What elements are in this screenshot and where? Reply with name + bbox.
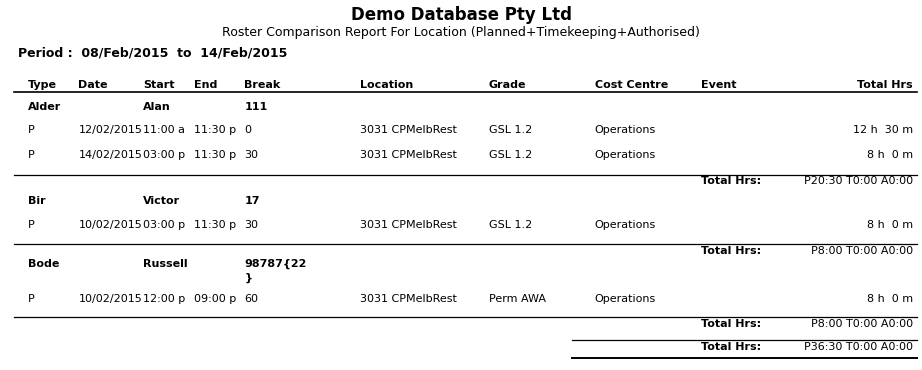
Text: Alan: Alan xyxy=(143,102,171,112)
Text: 11:30 p: 11:30 p xyxy=(194,219,236,230)
Text: 17: 17 xyxy=(244,195,260,206)
Text: P20:30 T0:00 A0:00: P20:30 T0:00 A0:00 xyxy=(804,175,913,186)
Text: P: P xyxy=(28,219,34,230)
Text: 11:30 p: 11:30 p xyxy=(194,149,236,160)
Text: End: End xyxy=(194,80,217,90)
Text: P36:30 T0:00 A0:00: P36:30 T0:00 A0:00 xyxy=(804,342,913,352)
Text: Operations: Operations xyxy=(595,293,656,304)
Text: Total Hrs: Total Hrs xyxy=(857,80,913,90)
Text: GSL 1.2: GSL 1.2 xyxy=(489,219,532,230)
Text: P8:00 T0:00 A0:00: P8:00 T0:00 A0:00 xyxy=(810,319,913,330)
Text: 30: 30 xyxy=(244,219,258,230)
Text: Roster Comparison Report For Location (Planned+Timekeeping+Authorised): Roster Comparison Report For Location (P… xyxy=(222,26,700,39)
Text: Bode: Bode xyxy=(28,259,59,269)
Text: P: P xyxy=(28,125,34,135)
Text: 30: 30 xyxy=(244,149,258,160)
Text: Operations: Operations xyxy=(595,219,656,230)
Text: Total Hrs:: Total Hrs: xyxy=(701,319,761,330)
Text: Total Hrs:: Total Hrs: xyxy=(701,342,761,352)
Text: Break: Break xyxy=(244,80,280,90)
Text: 10/02/2015: 10/02/2015 xyxy=(78,293,142,304)
Text: 12 h  30 m: 12 h 30 m xyxy=(853,125,913,135)
Text: 03:00 p: 03:00 p xyxy=(143,219,185,230)
Text: 14/02/2015: 14/02/2015 xyxy=(78,149,142,160)
Text: 10/02/2015: 10/02/2015 xyxy=(78,219,142,230)
Text: 3031 CPMelbRest: 3031 CPMelbRest xyxy=(360,125,456,135)
Text: Start: Start xyxy=(143,80,174,90)
Text: 3031 CPMelbRest: 3031 CPMelbRest xyxy=(360,149,456,160)
Text: Russell: Russell xyxy=(143,259,187,269)
Text: Type: Type xyxy=(28,80,56,90)
Text: 8 h  0 m: 8 h 0 m xyxy=(867,293,913,304)
Text: 98787{22: 98787{22 xyxy=(244,259,307,269)
Text: Demo Database Pty Ltd: Demo Database Pty Ltd xyxy=(350,6,572,24)
Text: P: P xyxy=(28,293,34,304)
Text: 09:00 p: 09:00 p xyxy=(194,293,236,304)
Text: Total Hrs:: Total Hrs: xyxy=(701,175,761,186)
Text: 8 h  0 m: 8 h 0 m xyxy=(867,219,913,230)
Text: Total Hrs:: Total Hrs: xyxy=(701,246,761,256)
Text: Period :  08/Feb/2015  to  14/Feb/2015: Period : 08/Feb/2015 to 14/Feb/2015 xyxy=(18,47,288,60)
Text: 11:00 a: 11:00 a xyxy=(143,125,185,135)
Text: }: } xyxy=(244,272,253,283)
Text: 12/02/2015: 12/02/2015 xyxy=(78,125,142,135)
Text: Date: Date xyxy=(78,80,108,90)
Text: 111: 111 xyxy=(244,102,267,112)
Text: Alder: Alder xyxy=(28,102,61,112)
Text: Bir: Bir xyxy=(28,195,45,206)
Text: Victor: Victor xyxy=(143,195,180,206)
Text: 0: 0 xyxy=(244,125,252,135)
Text: 12:00 p: 12:00 p xyxy=(143,293,185,304)
Text: P: P xyxy=(28,149,34,160)
Text: 3031 CPMelbRest: 3031 CPMelbRest xyxy=(360,293,456,304)
Text: Operations: Operations xyxy=(595,125,656,135)
Text: Operations: Operations xyxy=(595,149,656,160)
Text: 60: 60 xyxy=(244,293,258,304)
Text: Location: Location xyxy=(360,80,413,90)
Text: GSL 1.2: GSL 1.2 xyxy=(489,149,532,160)
Text: P8:00 T0:00 A0:00: P8:00 T0:00 A0:00 xyxy=(810,246,913,256)
Text: 11:30 p: 11:30 p xyxy=(194,125,236,135)
Text: Cost Centre: Cost Centre xyxy=(595,80,668,90)
Text: GSL 1.2: GSL 1.2 xyxy=(489,125,532,135)
Text: 3031 CPMelbRest: 3031 CPMelbRest xyxy=(360,219,456,230)
Text: Perm AWA: Perm AWA xyxy=(489,293,546,304)
Text: Event: Event xyxy=(701,80,737,90)
Text: 8 h  0 m: 8 h 0 m xyxy=(867,149,913,160)
Text: 03:00 p: 03:00 p xyxy=(143,149,185,160)
Text: Grade: Grade xyxy=(489,80,526,90)
